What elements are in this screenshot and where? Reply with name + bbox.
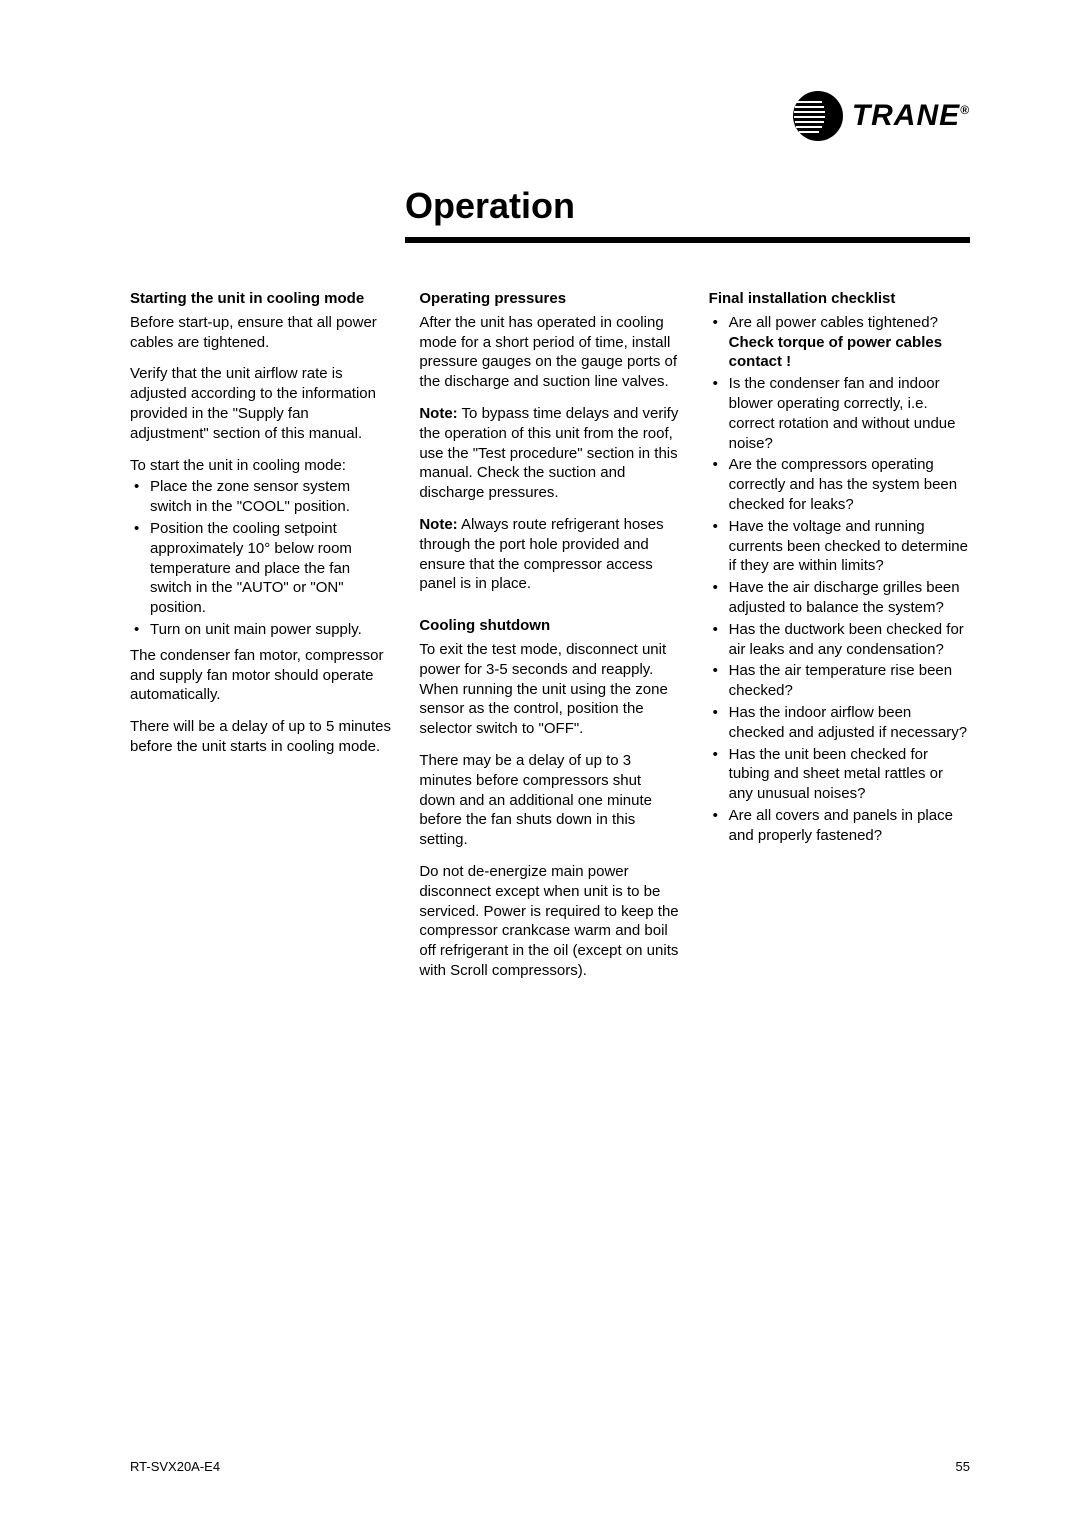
footer-page-number: 55 bbox=[956, 1459, 970, 1474]
col1-p1: Before start-up, ensure that all power c… bbox=[130, 313, 391, 353]
brand-name: TRANE® bbox=[852, 99, 970, 133]
list-item: Is the condenser fan and indoor blower o… bbox=[709, 374, 970, 453]
column-2: Operating pressures After the unit has o… bbox=[419, 289, 680, 993]
page-title: Operation bbox=[405, 185, 970, 227]
note-body: To bypass time delays and verify the ope… bbox=[419, 405, 678, 501]
list-item: Has the indoor airflow been checked and … bbox=[709, 703, 970, 743]
col3-list: Are all power cables tightened? Check to… bbox=[709, 313, 970, 846]
checklist-bold: Check torque of power cables contact ! bbox=[729, 334, 942, 371]
note-label: Note: bbox=[419, 405, 457, 422]
col1-p5: There will be a delay of up to 5 minutes… bbox=[130, 717, 391, 757]
column-1: Starting the unit in cooling mode Before… bbox=[130, 289, 391, 993]
list-item: Has the air temperature rise been checke… bbox=[709, 661, 970, 701]
col2-note1: Note: To bypass time delays and verify t… bbox=[419, 404, 680, 503]
column-3: Final installation checklist Are all pow… bbox=[709, 289, 970, 993]
list-item: Have the voltage and running currents be… bbox=[709, 517, 970, 576]
title-rule bbox=[405, 237, 970, 243]
checklist-text: Are all power cables tightened? bbox=[729, 314, 938, 331]
list-item: Are all power cables tightened? Check to… bbox=[709, 313, 970, 372]
list-item: Turn on unit main power supply. bbox=[130, 620, 391, 640]
list-item: Place the zone sensor system switch in t… bbox=[130, 477, 391, 517]
list-item: Has the unit been checked for tubing and… bbox=[709, 745, 970, 804]
trane-globe-icon bbox=[792, 90, 844, 142]
page-footer: RT-SVX20A-E4 55 bbox=[130, 1459, 970, 1474]
page: TRANE® Operation Starting the unit in co… bbox=[0, 0, 1080, 1528]
list-item: Has the ductwork been checked for air le… bbox=[709, 620, 970, 660]
col2-note2: Note: Always route refrigerant hoses thr… bbox=[419, 515, 680, 594]
col1-p3: To start the unit in cooling mode: bbox=[130, 456, 391, 476]
note-label: Note: bbox=[419, 516, 457, 533]
col2-p2: To exit the test mode, disconnect unit p… bbox=[419, 640, 680, 739]
col1-p4: The condenser fan motor, compressor and … bbox=[130, 646, 391, 705]
col1-heading: Starting the unit in cooling mode bbox=[130, 289, 391, 309]
col1-list: Place the zone sensor system switch in t… bbox=[130, 477, 391, 639]
col2-heading-2: Cooling shutdown bbox=[419, 616, 680, 636]
col2-heading-1: Operating pressures bbox=[419, 289, 680, 309]
col2-p3: There may be a delay of up to 3 minutes … bbox=[419, 751, 680, 850]
brand-logo: TRANE® bbox=[792, 90, 970, 142]
list-item: Are all covers and panels in place and p… bbox=[709, 806, 970, 846]
list-item: Have the air discharge grilles been adju… bbox=[709, 578, 970, 618]
content-columns: Starting the unit in cooling mode Before… bbox=[130, 289, 970, 993]
col1-p2: Verify that the unit airflow rate is adj… bbox=[130, 364, 391, 443]
col3-heading: Final installation checklist bbox=[709, 289, 970, 309]
list-item: Are the compressors operating correctly … bbox=[709, 455, 970, 514]
list-item: Position the cooling setpoint approximat… bbox=[130, 519, 391, 618]
col2-p4: Do not de-energize main power disconnect… bbox=[419, 862, 680, 981]
footer-doc-id: RT-SVX20A-E4 bbox=[130, 1459, 220, 1474]
col2-p1: After the unit has operated in cooling m… bbox=[419, 313, 680, 392]
